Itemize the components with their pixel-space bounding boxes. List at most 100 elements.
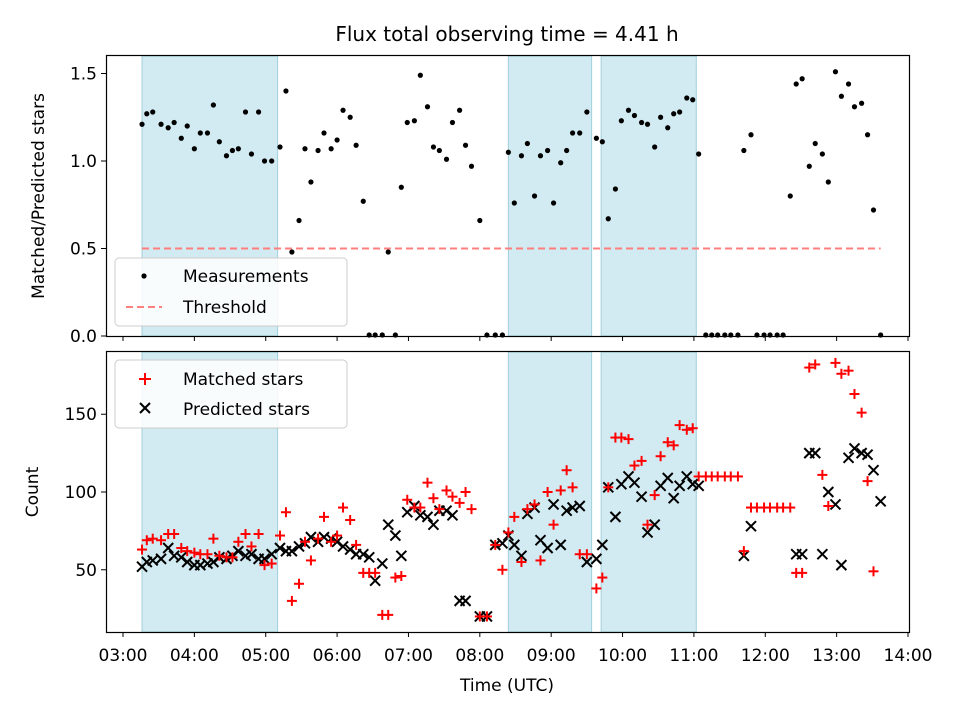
- x-tick-label: 06:00: [313, 646, 362, 666]
- matched-point: [326, 536, 337, 547]
- matched-point: [332, 530, 343, 541]
- predicted-point: [541, 542, 554, 554]
- predicted-stroke: [809, 447, 821, 459]
- predicted-point: [515, 550, 528, 562]
- shaded-interval-3: [600, 55, 697, 337]
- matched-point: [441, 485, 452, 496]
- predicted-point: [337, 540, 349, 553]
- measurement-point: [819, 151, 825, 157]
- predicted-point: [459, 595, 472, 607]
- predicted-stroke: [566, 501, 579, 514]
- x-tick-label: 14:00: [884, 646, 933, 666]
- predicted-point: [395, 550, 408, 562]
- predicted-stroke: [194, 559, 207, 571]
- measurement-point: [518, 153, 525, 159]
- matched-point: [497, 564, 508, 575]
- measurement-point: [417, 72, 423, 78]
- measurement-point: [793, 81, 799, 87]
- measurement-point: [787, 193, 793, 199]
- measurement-point: [334, 137, 340, 143]
- measurement-point: [340, 107, 346, 113]
- matched-point: [266, 558, 277, 569]
- predicted-stroke: [581, 556, 593, 568]
- predicted-point: [446, 509, 459, 522]
- predicted-point: [369, 574, 381, 587]
- matched-point: [481, 611, 492, 622]
- measurement-point: [171, 119, 177, 126]
- measurement-point: [216, 139, 222, 145]
- matched-point: [305, 555, 316, 566]
- measurement-point: [424, 104, 431, 110]
- measurement-point: [748, 132, 754, 138]
- measurement-point: [665, 125, 671, 131]
- measurement-point: [690, 97, 696, 103]
- predicted-point: [835, 559, 848, 571]
- matched-point: [434, 504, 445, 515]
- measurement-point: [398, 184, 404, 190]
- predicted-stroke: [822, 486, 835, 498]
- predicted-point: [162, 542, 174, 554]
- measurement-point: [593, 135, 599, 141]
- x-tick-label: 12:00: [741, 646, 790, 666]
- matched-point: [208, 533, 219, 544]
- matched-point: [636, 455, 647, 466]
- predicted-stroke: [274, 542, 286, 554]
- measurement-point: [321, 130, 327, 136]
- measurement-point: [558, 160, 564, 166]
- predicted-stroke: [508, 539, 521, 551]
- top-legend: Measurements Threshold: [114, 257, 348, 327]
- matched-point: [509, 511, 520, 522]
- predicted-stroke: [560, 504, 573, 517]
- measurement-point: [684, 95, 690, 101]
- predicted-stroke: [515, 550, 528, 562]
- x-tick-label: 05:00: [241, 646, 290, 666]
- bottom-legend: Matched stars Predicted stars: [114, 359, 348, 429]
- predicted-stroke: [867, 464, 880, 476]
- y-tick-label: 1.5: [70, 65, 97, 85]
- predicted-stroke: [440, 504, 453, 517]
- predicted-stroke: [181, 556, 193, 568]
- x-tick-label: 13:00: [812, 646, 861, 666]
- measurement-point: [462, 142, 469, 148]
- measurement-point: [178, 135, 184, 141]
- matched-point: [616, 432, 627, 443]
- matched-point: [460, 487, 471, 497]
- measurement-point: [845, 81, 852, 87]
- matched-point: [810, 359, 821, 370]
- measurement-point: [569, 130, 576, 136]
- predicted-point: [357, 548, 369, 560]
- predicted-stroke: [829, 498, 842, 511]
- matched-point: [294, 578, 305, 589]
- predicted-point: [274, 542, 286, 554]
- measurement-point: [353, 142, 359, 148]
- measurement-point: [456, 107, 463, 113]
- x-axis-label: Time (UTC): [459, 676, 554, 696]
- predicted-point: [363, 551, 375, 564]
- x-tick-label: 07:00: [384, 646, 433, 666]
- measurement-point: [658, 114, 664, 120]
- measurement-point: [289, 249, 295, 255]
- matched-point: [681, 424, 692, 435]
- bottom-plot-area: [136, 357, 887, 623]
- predicted-stroke: [357, 548, 369, 560]
- matched-point: [137, 544, 148, 555]
- measurement-point: [859, 100, 865, 106]
- y-tick-label: 0.0: [70, 327, 97, 347]
- legend-measurements-marker: [141, 273, 147, 279]
- predicted-point: [286, 545, 298, 557]
- predicted-point: [609, 511, 622, 523]
- matched-point: [259, 560, 270, 571]
- measurement-point: [806, 163, 812, 169]
- matched-point: [738, 546, 749, 557]
- predicted-point: [574, 500, 586, 512]
- matched-point: [862, 476, 873, 487]
- predicted-point: [842, 452, 855, 464]
- predicted-stroke: [855, 447, 868, 459]
- predicted-stroke: [175, 551, 187, 564]
- predicted-point: [745, 520, 757, 532]
- x-tick-label: 03:00: [99, 646, 148, 666]
- matched-point: [189, 547, 200, 558]
- matched-point: [516, 557, 527, 567]
- measurement-point: [825, 179, 831, 185]
